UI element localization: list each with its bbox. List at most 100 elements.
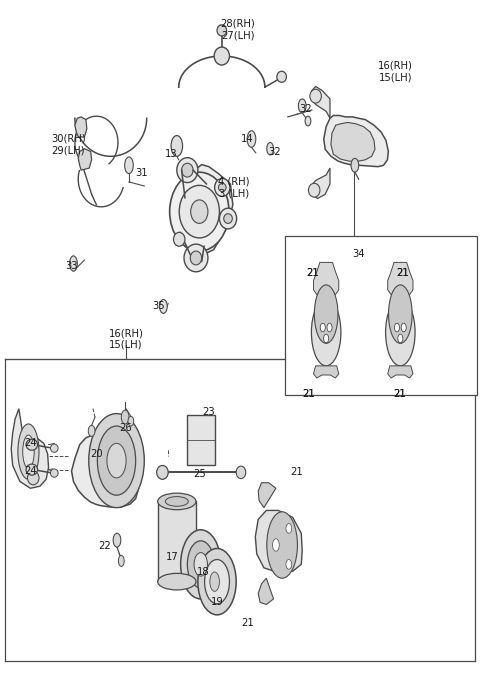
Polygon shape [324, 116, 388, 167]
Text: 24: 24 [24, 439, 36, 448]
Polygon shape [255, 511, 302, 572]
Ellipse shape [194, 552, 207, 576]
Ellipse shape [88, 426, 95, 437]
Ellipse shape [190, 251, 202, 265]
Ellipse shape [179, 185, 219, 238]
Polygon shape [78, 149, 92, 170]
Ellipse shape [351, 159, 359, 173]
Ellipse shape [26, 439, 37, 450]
Ellipse shape [169, 173, 229, 251]
Bar [187, 415, 215, 465]
Text: 30(RH)
29(LH): 30(RH) 29(LH) [51, 134, 85, 155]
Text: 20: 20 [90, 448, 103, 459]
Ellipse shape [217, 25, 227, 36]
Polygon shape [258, 483, 276, 508]
Ellipse shape [395, 323, 399, 332]
Text: 21: 21 [290, 467, 303, 477]
Text: 18: 18 [197, 567, 210, 577]
Ellipse shape [157, 466, 168, 480]
Text: 21: 21 [306, 268, 319, 278]
Ellipse shape [267, 512, 298, 578]
Text: 4 (RH)
3 (LH): 4 (RH) 3 (LH) [218, 177, 250, 198]
Ellipse shape [97, 426, 136, 495]
Polygon shape [388, 366, 413, 378]
Text: 34: 34 [352, 249, 364, 258]
Text: 21: 21 [396, 268, 409, 278]
Text: 21: 21 [306, 268, 319, 278]
Ellipse shape [89, 414, 144, 508]
Ellipse shape [191, 200, 208, 223]
Ellipse shape [385, 299, 415, 366]
Ellipse shape [50, 444, 58, 453]
Ellipse shape [107, 444, 126, 478]
Ellipse shape [121, 410, 129, 424]
Text: 24: 24 [24, 466, 36, 476]
Ellipse shape [401, 323, 406, 332]
Polygon shape [11, 409, 48, 489]
Ellipse shape [125, 157, 133, 174]
Ellipse shape [187, 541, 214, 588]
Ellipse shape [23, 435, 34, 468]
Ellipse shape [215, 178, 230, 196]
Ellipse shape [286, 523, 292, 533]
Ellipse shape [277, 71, 287, 82]
Ellipse shape [327, 323, 332, 332]
Polygon shape [75, 117, 87, 137]
Ellipse shape [113, 533, 121, 547]
Text: 14: 14 [241, 134, 253, 144]
Text: 32: 32 [299, 103, 312, 114]
Text: 21: 21 [393, 389, 406, 398]
Polygon shape [157, 502, 196, 581]
Polygon shape [313, 263, 339, 295]
Text: 33: 33 [65, 261, 78, 271]
Ellipse shape [184, 244, 208, 272]
Ellipse shape [119, 555, 124, 566]
Polygon shape [311, 87, 330, 119]
Ellipse shape [214, 47, 229, 65]
Ellipse shape [388, 285, 412, 343]
Polygon shape [313, 366, 339, 378]
Ellipse shape [320, 323, 325, 332]
Ellipse shape [219, 208, 237, 229]
Polygon shape [170, 165, 233, 256]
Ellipse shape [180, 529, 221, 599]
Ellipse shape [305, 116, 311, 126]
Text: 17: 17 [166, 552, 179, 562]
Polygon shape [388, 263, 413, 295]
Text: 28(RH)
27(LH): 28(RH) 27(LH) [220, 19, 255, 41]
Ellipse shape [157, 493, 196, 510]
Text: 16(RH)
15(LH): 16(RH) 15(LH) [378, 60, 413, 82]
Text: 19: 19 [211, 597, 223, 607]
Ellipse shape [286, 559, 292, 569]
Bar [286, 236, 477, 395]
Text: 22: 22 [99, 541, 111, 551]
Polygon shape [258, 578, 274, 604]
Ellipse shape [159, 299, 167, 313]
Text: 21: 21 [302, 389, 315, 398]
Text: 31: 31 [135, 168, 148, 178]
Text: 23: 23 [203, 407, 215, 417]
Polygon shape [311, 168, 330, 198]
Ellipse shape [204, 559, 229, 604]
Ellipse shape [177, 158, 198, 182]
Text: 26: 26 [119, 423, 132, 433]
Polygon shape [72, 433, 139, 507]
Text: 21: 21 [241, 618, 254, 628]
Text: 32: 32 [268, 147, 281, 157]
Text: 25: 25 [193, 469, 206, 480]
Ellipse shape [173, 232, 185, 246]
Ellipse shape [310, 89, 322, 103]
Text: 21: 21 [302, 389, 315, 398]
Ellipse shape [224, 213, 232, 223]
Ellipse shape [247, 131, 256, 148]
Ellipse shape [273, 538, 279, 551]
Ellipse shape [181, 164, 193, 177]
Ellipse shape [324, 334, 329, 343]
Ellipse shape [198, 548, 236, 615]
Ellipse shape [314, 285, 338, 343]
Text: 13: 13 [165, 149, 178, 159]
Text: 21: 21 [393, 389, 406, 398]
Ellipse shape [128, 416, 134, 426]
Text: 21: 21 [396, 268, 409, 278]
Ellipse shape [236, 466, 246, 479]
